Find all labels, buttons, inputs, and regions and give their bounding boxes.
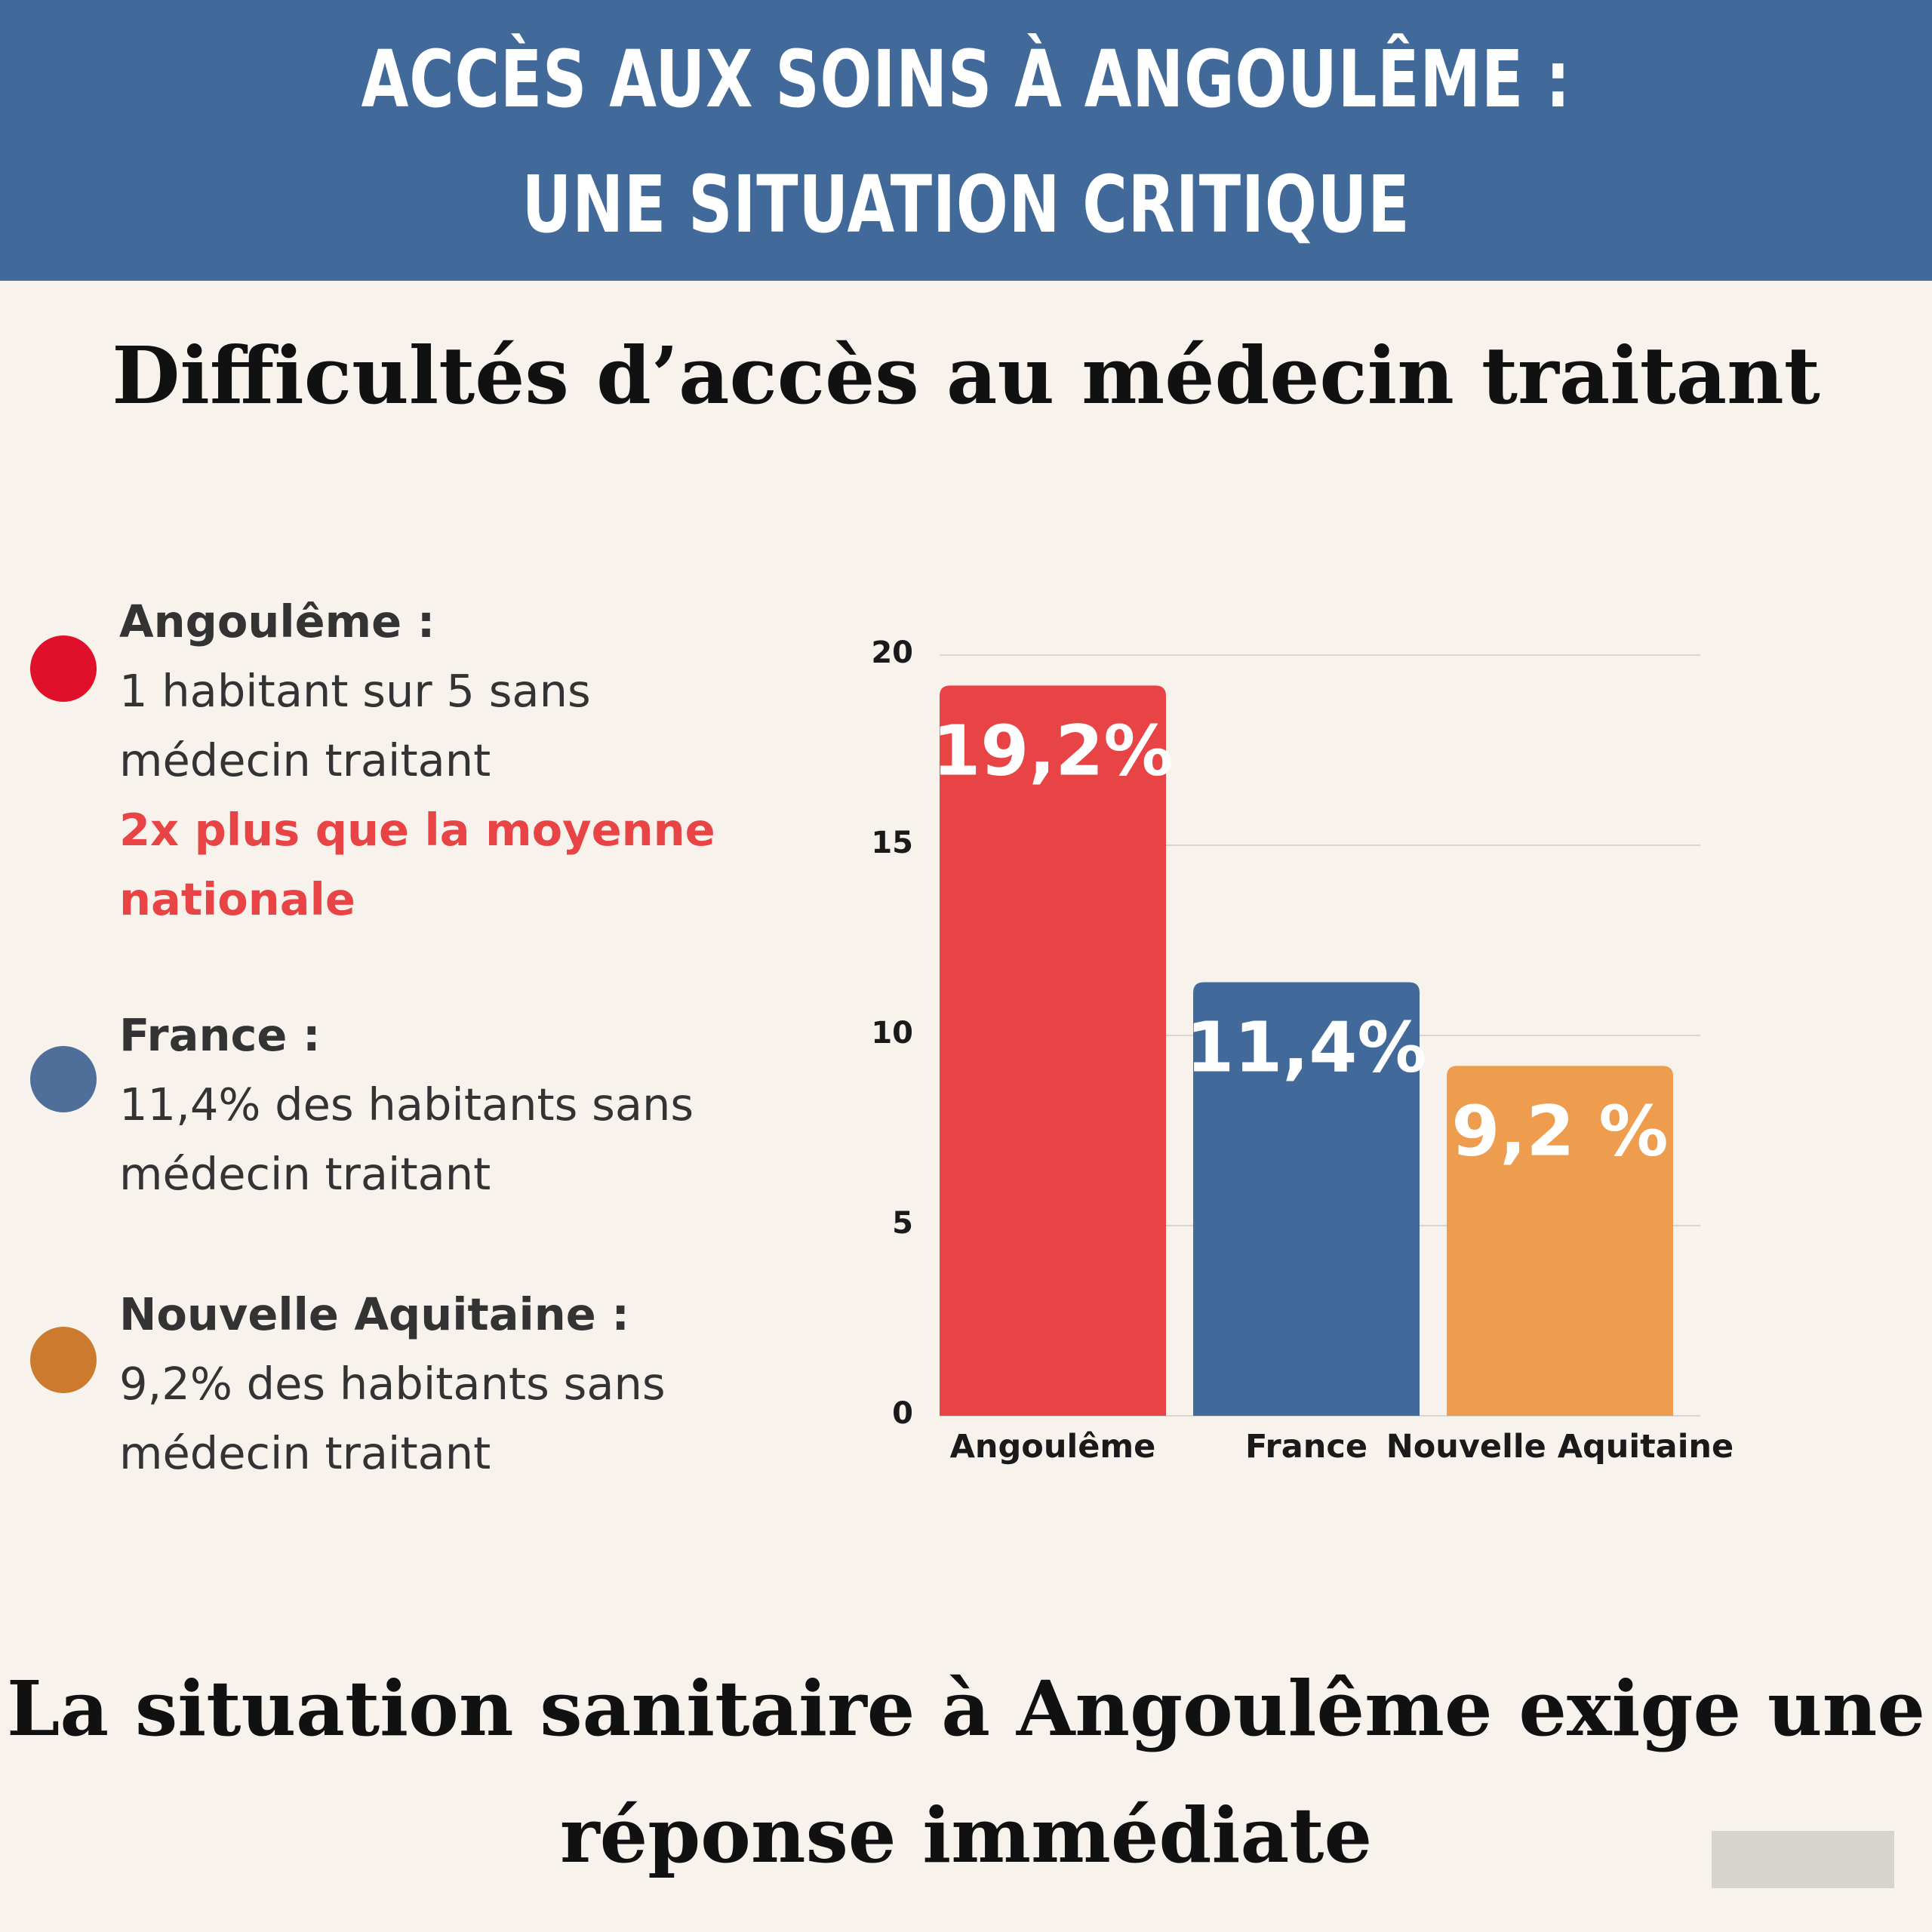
y-tick-label: 15 bbox=[871, 826, 913, 860]
legend-highlight: 2x plus que la moyenne bbox=[119, 804, 715, 856]
legend-dot-nouvelle-aquitaine bbox=[30, 1327, 97, 1393]
bar-data-label: 19,2% bbox=[932, 710, 1173, 791]
x-category-label: Angoulême bbox=[949, 1428, 1156, 1466]
y-tick-label: 10 bbox=[871, 1016, 913, 1051]
legend-text: 9,2% des habitants sans bbox=[119, 1358, 666, 1410]
footer-line1: La situation sanitaire à Angoulême exige… bbox=[7, 1664, 1925, 1753]
legend-entry-nouvelle-aquitaine: Nouvelle Aquitaine : 9,2% des habitants … bbox=[119, 1280, 798, 1488]
y-tick-label: 5 bbox=[892, 1206, 913, 1241]
footer-line2: réponse immédiate bbox=[559, 1791, 1373, 1880]
legend-highlight: nationale bbox=[119, 873, 355, 925]
legend-entry-france: France : 11,4% des habitants sans médeci… bbox=[119, 1001, 798, 1209]
y-tick-label: 20 bbox=[871, 635, 913, 670]
legend-text: médecin traitant bbox=[119, 1427, 491, 1479]
x-category-label: France bbox=[1244, 1428, 1368, 1466]
header-banner: ACCÈS AUX SOINS À ANGOULÊME : UNE SITUAT… bbox=[0, 0, 1932, 281]
chart-subtitle: Difficultés d’accès au médecin traitant bbox=[112, 329, 1820, 422]
x-category-label: Nouvelle Aquitaine bbox=[1386, 1428, 1734, 1466]
bar-data-label: 9,2 % bbox=[1451, 1091, 1668, 1171]
legend-dot-angouleme bbox=[30, 635, 97, 702]
legend-entry-angouleme: Angoulême : 1 habitant sur 5 sans médeci… bbox=[119, 587, 798, 934]
legend-name: Angoulême : bbox=[119, 595, 435, 648]
legend-text: médecin traitant bbox=[119, 1148, 491, 1200]
legend-name: France : bbox=[119, 1009, 321, 1061]
bar-nouvelle-aquitaine bbox=[1447, 1066, 1673, 1416]
legend-text: 11,4% des habitants sans bbox=[119, 1078, 694, 1131]
y-tick-label: 0 bbox=[892, 1396, 913, 1431]
legend-text: 1 habitant sur 5 sans bbox=[119, 665, 591, 717]
bar-france bbox=[1193, 982, 1420, 1416]
bar-data-label: 11,4% bbox=[1186, 1007, 1426, 1088]
placeholder-box bbox=[1712, 1831, 1894, 1888]
header-title-line2: UNE SITUATION CRITIQUE bbox=[521, 158, 1411, 251]
legend-text: médecin traitant bbox=[119, 734, 491, 786]
bar-angoulême bbox=[940, 685, 1166, 1416]
legend-dot-france bbox=[30, 1046, 97, 1112]
legend-name: Nouvelle Aquitaine : bbox=[119, 1288, 629, 1340]
header-title-line1: ACCÈS AUX SOINS À ANGOULÊME : bbox=[361, 33, 1571, 125]
